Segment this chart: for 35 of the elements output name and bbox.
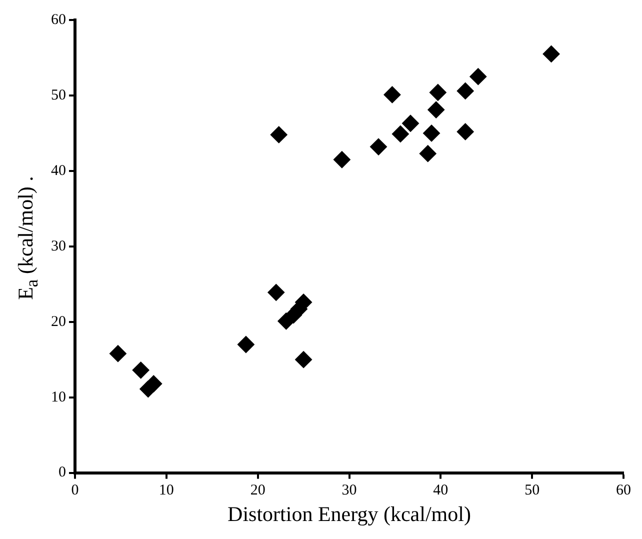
x-tick-label: 0 [71,482,79,499]
point [109,345,126,362]
point [429,84,446,101]
x-tick-label: 20 [250,482,266,499]
point [402,114,419,132]
x-axis-title: Distortion Energy (kcal/mol) [228,502,471,526]
y-tick-label: 60 [51,12,66,28]
point [384,86,401,104]
point [542,45,560,62]
point [333,151,350,168]
point [456,82,474,100]
point [423,124,440,142]
x-tick-label: 60 [616,482,631,499]
y-tick-label: 10 [51,389,66,406]
point [295,351,312,368]
x-tick-label: 10 [158,482,174,499]
point [470,68,487,86]
point [392,125,409,142]
point [270,126,288,144]
point [370,138,388,156]
y-tick-label: 40 [51,162,66,179]
point [456,123,474,140]
point [419,145,436,162]
x-tick-label: 30 [342,482,357,499]
point [268,284,285,301]
x-tick-label: 50 [524,482,540,499]
point [237,336,254,354]
y-tick-label: 0 [58,464,66,481]
y-tick-label: 50 [51,87,66,104]
y-tick-label: 30 [51,238,66,254]
point [132,362,150,379]
point [428,101,445,118]
y-tick-label: 20 [51,314,66,330]
point [145,375,162,392]
x-tick-label: 40 [433,482,448,499]
